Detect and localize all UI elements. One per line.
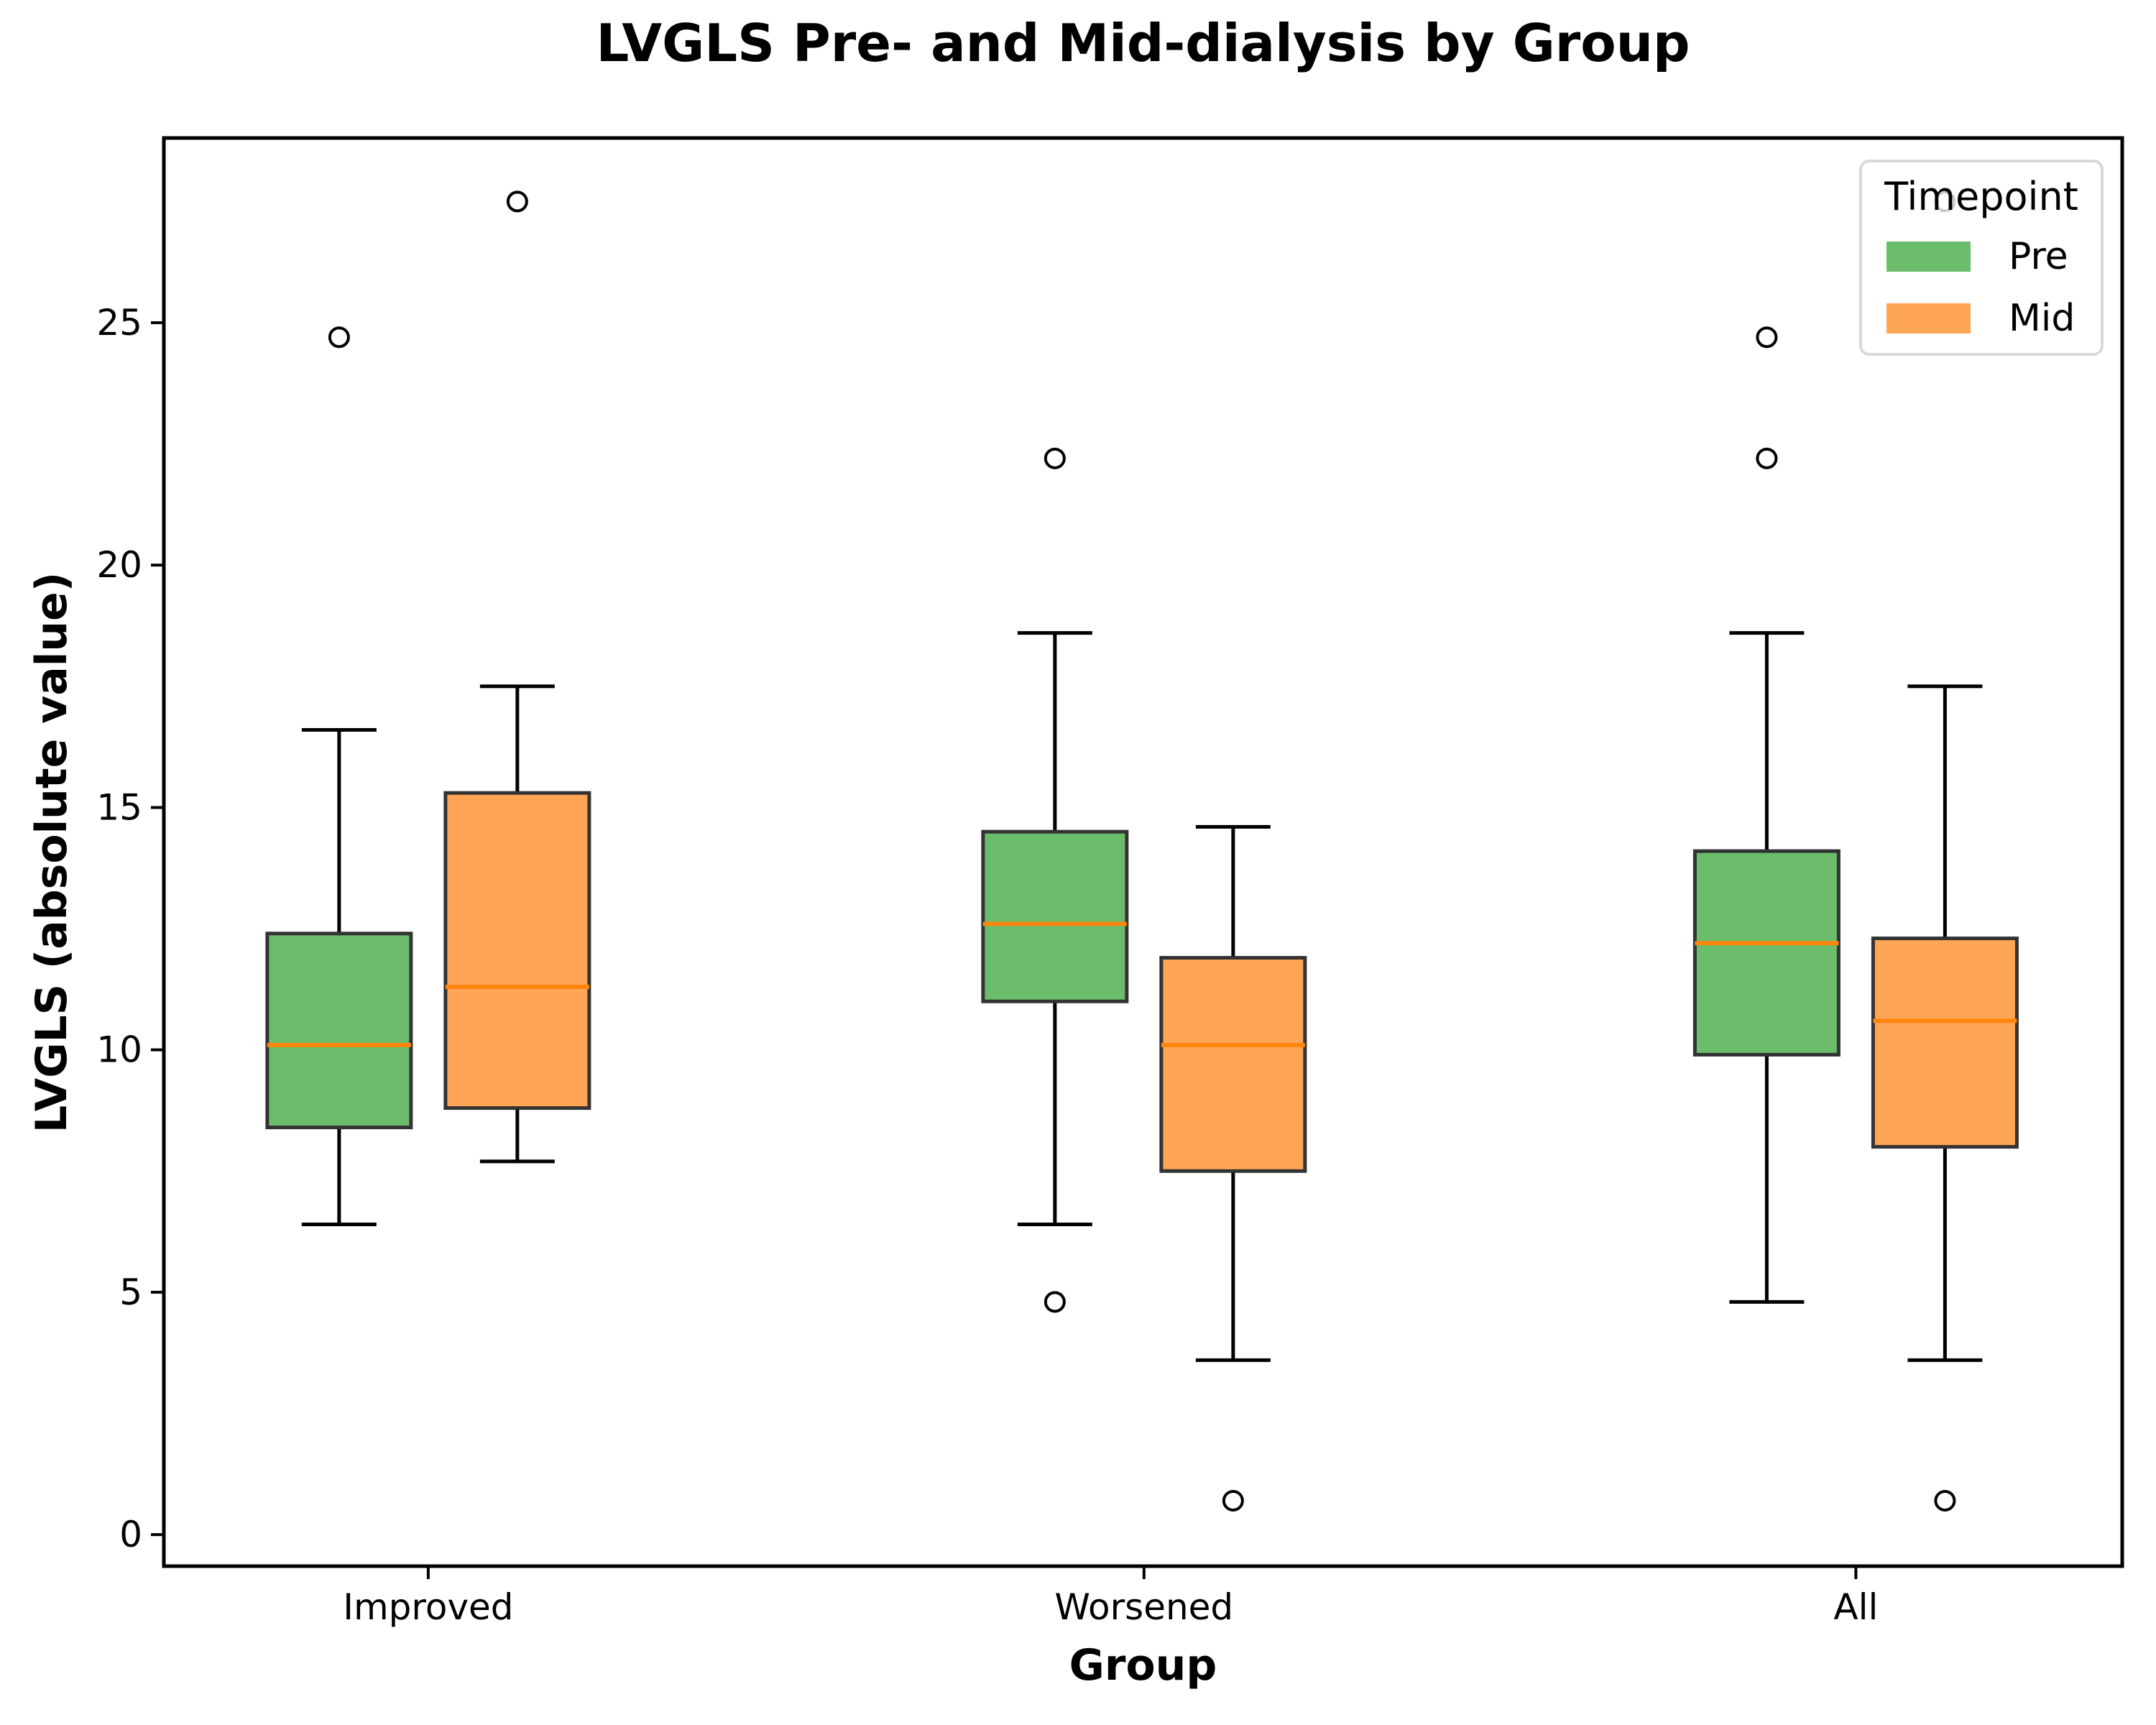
y-tick-label-5: 5 [119,1271,142,1313]
box-pre-all [1692,849,1841,1057]
outlier-point-pre-worsened [1044,1291,1066,1313]
chart-title: LVGLS Pre- and Mid-dialysis by Group [596,13,1690,73]
outlier-point-mid-worsened [1222,1489,1244,1512]
legend-entry-pre: Pre [1886,235,2068,278]
axes-frame [162,136,2124,1568]
legend-label-pre: Pre [2009,235,2068,278]
outlier-point-pre-improved [328,326,350,349]
legend: Timepoint Pre Mid [1859,160,2104,356]
y-tick-label-20: 20 [96,544,142,586]
legend-label-mid: Mid [2009,297,2076,340]
legend-swatch-pre [1886,242,1971,272]
y-tick-label-0: 0 [119,1514,142,1555]
x-tick-label-all: All [1833,1586,1878,1628]
y-tick-label-15: 15 [96,786,142,828]
box-mid-all [1871,937,2019,1149]
legend-swatch-mid [1886,303,1971,334]
box-mid-worsened [1159,956,1307,1173]
x-axis-label: Group [1069,1640,1217,1690]
outlier-point-pre-all [1756,326,1778,349]
outlier-point-pre-worsened [1044,447,1066,469]
box-pre-improved [265,932,413,1130]
y-tick-label-10: 10 [96,1029,142,1071]
outlier-point-mid-improved [506,190,528,213]
box-mid-improved [443,791,591,1110]
legend-entry-mid: Mid [1886,297,2076,340]
x-tick-label-improved: Improved [343,1586,513,1628]
outlier-point-pre-all [1756,447,1778,469]
x-tick-label-worsened: Worsened [1055,1586,1234,1628]
y-tick-label-25: 25 [96,302,142,344]
legend-title: Timepoint [1884,174,2078,219]
outlier-point-mid-all [1934,1489,1956,1512]
box-pre-worsened [981,829,1129,1003]
